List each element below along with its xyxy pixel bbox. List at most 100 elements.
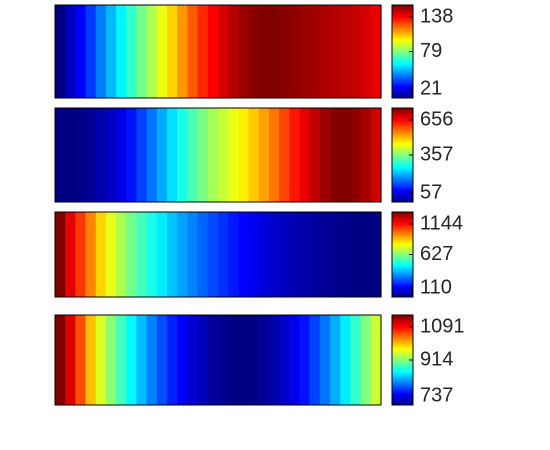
heatmap-cell xyxy=(207,108,219,202)
colorbar-tick-label: 1144 xyxy=(420,212,463,234)
colorbar-segment xyxy=(392,315,413,317)
colorbar-tick-label: 21 xyxy=(420,77,442,99)
heatmap-cell xyxy=(360,315,372,405)
colorbar-segment xyxy=(392,12,413,15)
colorbar-segment xyxy=(392,157,413,160)
heatmap-cell xyxy=(289,212,301,297)
colorbar-segment xyxy=(392,6,413,9)
colorbar-segment xyxy=(392,149,413,152)
heatmap-cell xyxy=(95,315,107,405)
heatmap-cell xyxy=(370,5,382,98)
colorbar-segment xyxy=(392,261,413,263)
colorbar-segment xyxy=(392,374,413,376)
colorbar-segment xyxy=(392,16,413,19)
colorbar-segment xyxy=(392,165,413,168)
heatmap-cell xyxy=(309,212,321,297)
colorbar-tick-label: 138 xyxy=(420,5,453,27)
colorbar-segment xyxy=(392,36,413,39)
colorbar-segment xyxy=(392,233,413,236)
heatmap-cell xyxy=(330,5,341,98)
heatmap-cell xyxy=(187,5,199,98)
colorbar-segment xyxy=(392,225,413,228)
heatmap-cell xyxy=(238,5,250,98)
colorbar-segment xyxy=(392,371,413,374)
heatmap-cell xyxy=(136,108,148,202)
colorbar-segment xyxy=(392,282,413,285)
colorbar-segment xyxy=(392,358,413,361)
colorbar-segment xyxy=(392,10,413,13)
heatmap-cell xyxy=(228,212,239,297)
colorbar-segment xyxy=(392,223,413,226)
heatmap-cell xyxy=(218,108,229,202)
colorbar-segment xyxy=(392,271,413,274)
colorbar-segment xyxy=(392,57,413,60)
heatmap-cell xyxy=(279,108,290,202)
colorbar-segment xyxy=(392,77,413,80)
colorbar-segment xyxy=(392,113,413,116)
heatmap-cell xyxy=(258,5,270,98)
colorbar-segment xyxy=(392,274,413,277)
colorbar-segment xyxy=(392,281,413,283)
colorbar-segment xyxy=(392,251,413,254)
colorbar-segment xyxy=(392,95,413,98)
colorbar-segment xyxy=(392,239,413,242)
colorbar-segment xyxy=(392,13,413,16)
heatmap-cell xyxy=(228,5,239,98)
colorbar-segment xyxy=(392,19,413,22)
colorbar-segment xyxy=(392,218,413,221)
heatmap-cell xyxy=(95,108,107,202)
heatmap-cell xyxy=(299,212,311,297)
heatmap-cell xyxy=(319,212,331,297)
colorbar-segment xyxy=(392,42,413,45)
heatmap-cell xyxy=(268,5,280,98)
colorbar-segment xyxy=(392,125,413,128)
colorbar-segment xyxy=(392,395,413,398)
colorbar-segment xyxy=(392,160,413,163)
colorbar-segment xyxy=(392,61,413,64)
colorbar-segment xyxy=(392,187,413,190)
heatmap-cell xyxy=(299,5,311,98)
colorbar-segment xyxy=(392,153,413,156)
colorbar-segment xyxy=(392,360,413,362)
colorbar-segment xyxy=(392,116,413,119)
colorbar-segment xyxy=(392,185,413,188)
colorbar-segment xyxy=(392,152,413,155)
colorbar-segment xyxy=(392,66,413,68)
heatmap-cell xyxy=(85,315,97,405)
heatmap-cell xyxy=(330,315,341,405)
heatmap-cell xyxy=(146,108,158,202)
heatmap-cell xyxy=(218,5,229,98)
colorbar-segment xyxy=(392,283,413,286)
heatmap-cell xyxy=(105,212,117,297)
colorbar-segment xyxy=(392,141,413,144)
heatmap-cell xyxy=(207,212,219,297)
colorbar-segment xyxy=(392,334,413,337)
colorbar-segment xyxy=(392,169,413,172)
colorbar-segment xyxy=(392,386,413,389)
colorbar-segment xyxy=(392,253,413,255)
heatmap-cell xyxy=(248,212,260,297)
heatmap-cell xyxy=(360,5,372,98)
colorbar-segment xyxy=(392,242,413,245)
colorbar-segment xyxy=(392,191,413,194)
colorbar-segment xyxy=(392,331,413,334)
colorbar-segment xyxy=(392,155,413,157)
heatmap-cell xyxy=(146,315,158,405)
colorbar-segment xyxy=(392,83,413,86)
heatmap-cell xyxy=(85,212,97,297)
colorbar-segment xyxy=(392,58,413,61)
colorbar-segment xyxy=(392,172,413,175)
colorbar-segment xyxy=(392,329,413,331)
colorbar-segment xyxy=(392,392,413,395)
colorbar-segment xyxy=(392,115,413,118)
colorbar-segment xyxy=(392,79,413,82)
colorbar-segment xyxy=(392,159,413,162)
heatmap-cell xyxy=(105,315,117,405)
colorbar-segment xyxy=(392,131,413,134)
heatmap-cell xyxy=(238,212,250,297)
colorbar-segment xyxy=(392,48,413,51)
heatmap-cell xyxy=(65,108,76,202)
heatmap-cell xyxy=(116,315,127,405)
heatmap-cell xyxy=(105,108,117,202)
colorbar-segment xyxy=(392,245,413,248)
